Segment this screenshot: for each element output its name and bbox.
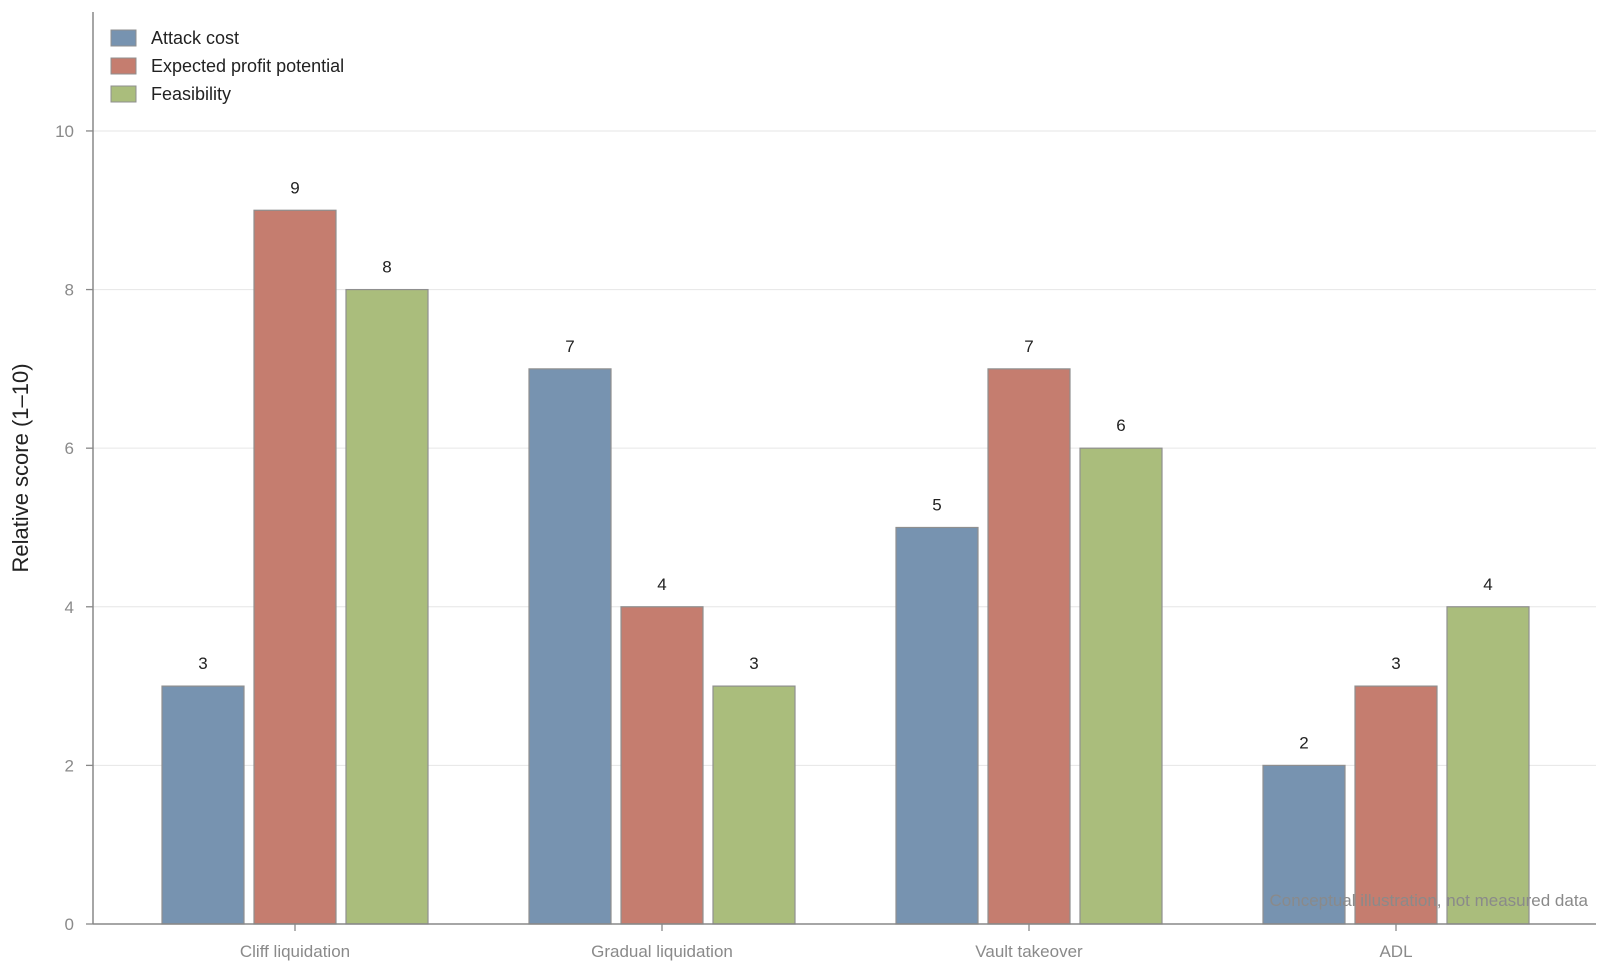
bar-2-2 xyxy=(1079,447,1163,925)
x-tick-label-3: ADL xyxy=(1379,942,1412,961)
legend-swatch-0 xyxy=(110,29,137,47)
value-label-2-0: 5 xyxy=(932,495,941,514)
value-label-0-0: 3 xyxy=(198,654,207,673)
value-label-1-0: 7 xyxy=(565,337,574,356)
annotation-note: Conceptual illustration, not measured da… xyxy=(1270,891,1589,910)
y-tick-label-3: 6 xyxy=(65,439,74,458)
bar-2-0 xyxy=(895,526,979,925)
bar-1-1 xyxy=(620,606,704,925)
legend-swatch-1 xyxy=(110,57,137,75)
value-label-1-2: 3 xyxy=(749,654,758,673)
y-tick-label-1: 2 xyxy=(65,756,74,775)
y-tick-label-5: 10 xyxy=(55,122,74,141)
x-tick-label-2: Vault takeover xyxy=(975,942,1083,961)
legend-swatch-2 xyxy=(110,85,137,103)
y-tick-label-4: 8 xyxy=(65,281,74,300)
bar-2-1 xyxy=(987,368,1071,925)
bar-3-0 xyxy=(1262,764,1346,925)
bars xyxy=(161,209,1530,925)
value-label-3-1: 3 xyxy=(1391,654,1400,673)
value-label-2-1: 7 xyxy=(1024,337,1033,356)
value-label-2-2: 6 xyxy=(1116,416,1125,435)
bar-0-1 xyxy=(253,209,337,925)
value-label-0-2: 8 xyxy=(382,258,391,277)
y-tick-label-2: 4 xyxy=(65,598,74,617)
x-axis-ticks: Cliff liquidation Gradual liquidation Vaul… xyxy=(240,924,1413,961)
axes xyxy=(92,12,1596,925)
y-axis-ticks: 0 2 4 6 8 10 xyxy=(55,122,93,934)
y-axis-title: Relative score (1–10) xyxy=(8,363,33,572)
legend-label-1: Expected profit potential xyxy=(151,56,344,76)
bar-3-2 xyxy=(1446,606,1530,925)
bar-1-0 xyxy=(528,368,612,925)
y-tick-label-0: 0 xyxy=(65,915,74,934)
value-label-3-0: 2 xyxy=(1299,733,1308,752)
legend: Attack cost Expected profit potential Feas… xyxy=(110,28,344,104)
legend-label-0: Attack cost xyxy=(151,28,239,48)
value-label-3-2: 4 xyxy=(1483,575,1492,594)
bar-0-2 xyxy=(345,288,429,925)
x-tick-label-1: Gradual liquidation xyxy=(591,942,733,961)
value-label-1-1: 4 xyxy=(657,575,666,594)
bar-0-0 xyxy=(161,685,245,925)
bar-3-1 xyxy=(1354,685,1438,925)
bar-1-2 xyxy=(712,685,796,925)
value-labels: 3 9 8 7 4 3 5 7 6 2 3 4 xyxy=(198,178,1492,752)
legend-label-2: Feasibility xyxy=(151,84,231,104)
x-tick-label-0: Cliff liquidation xyxy=(240,942,350,961)
value-label-0-1: 9 xyxy=(290,178,299,197)
